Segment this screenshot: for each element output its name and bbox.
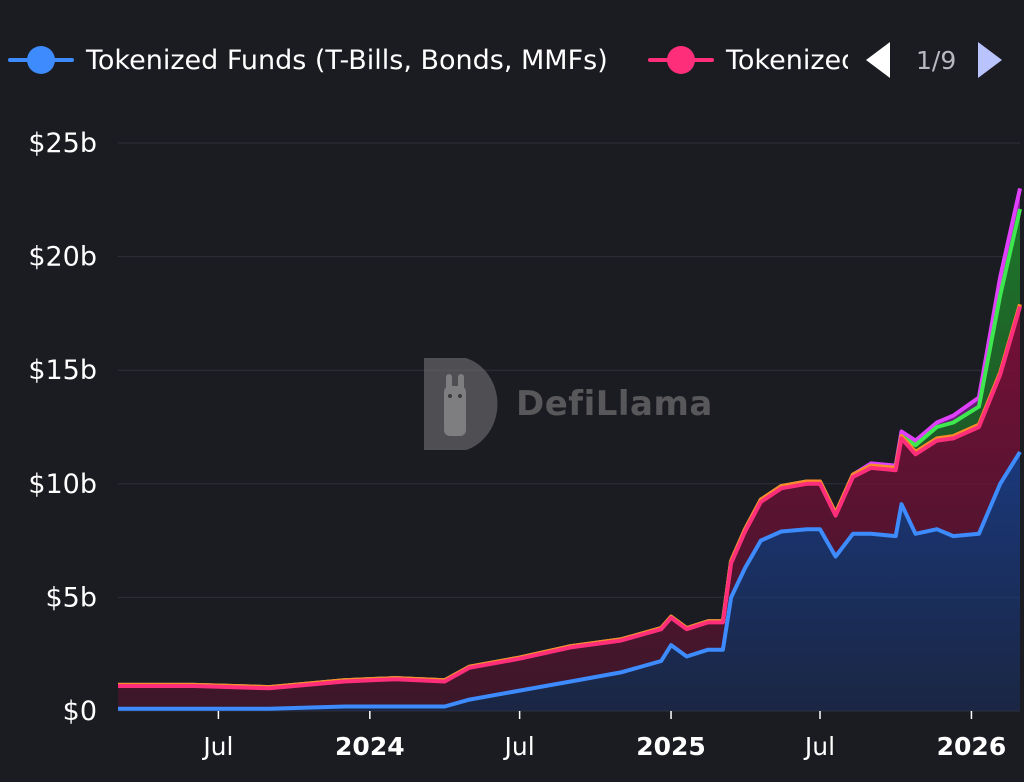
x-tick-label: Jul bbox=[201, 732, 233, 761]
x-tick-label: 2026 bbox=[937, 732, 1007, 761]
x-tick-label: 2025 bbox=[636, 732, 706, 761]
legend-marker-dot bbox=[667, 46, 695, 74]
defillama-watermark: DefiLlama bbox=[414, 352, 713, 456]
x-tick-label: Jul bbox=[803, 732, 835, 761]
y-tick-label: $5b bbox=[46, 582, 98, 613]
legend-marker-dot bbox=[27, 46, 55, 74]
x-tick-label: Jul bbox=[503, 732, 535, 761]
series-area-0 bbox=[118, 452, 1020, 711]
legend-label-tokenized: Tokenized bbox=[726, 44, 848, 76]
llama-logo-icon bbox=[424, 358, 498, 450]
y-tick-label: $25b bbox=[28, 128, 97, 159]
y-tick-label: $10b bbox=[28, 469, 97, 500]
x-tick-label: 2024 bbox=[335, 732, 405, 761]
series-line-0 bbox=[118, 450, 1022, 711]
legend-item-tokenized[interactable]: Tokenized bbox=[648, 40, 848, 80]
series-line-1 bbox=[118, 306, 1022, 691]
legend-page-count: 1/9 bbox=[916, 45, 957, 75]
legend-marker-pink-icon bbox=[648, 45, 714, 75]
y-tick-label: $20b bbox=[28, 242, 97, 273]
watermark-text: DefiLlama bbox=[516, 384, 713, 424]
y-tick-label: $15b bbox=[28, 355, 97, 386]
chart-legend: Tokenized Funds (T-Bills, Bonds, MMFs) T… bbox=[0, 28, 1024, 92]
y-tick-label: $0 bbox=[63, 696, 97, 727]
legend-prev-arrow-icon[interactable] bbox=[866, 42, 890, 78]
legend-label-tokenized-funds: Tokenized Funds (T-Bills, Bonds, MMFs) bbox=[86, 44, 608, 76]
legend-pager: 1/9 bbox=[864, 40, 1024, 80]
legend-marker-blue-icon bbox=[8, 45, 74, 75]
legend-next-arrow-icon[interactable] bbox=[978, 42, 1003, 78]
legend-item-tokenized-funds[interactable]: Tokenized Funds (T-Bills, Bonds, MMFs) bbox=[8, 40, 608, 80]
